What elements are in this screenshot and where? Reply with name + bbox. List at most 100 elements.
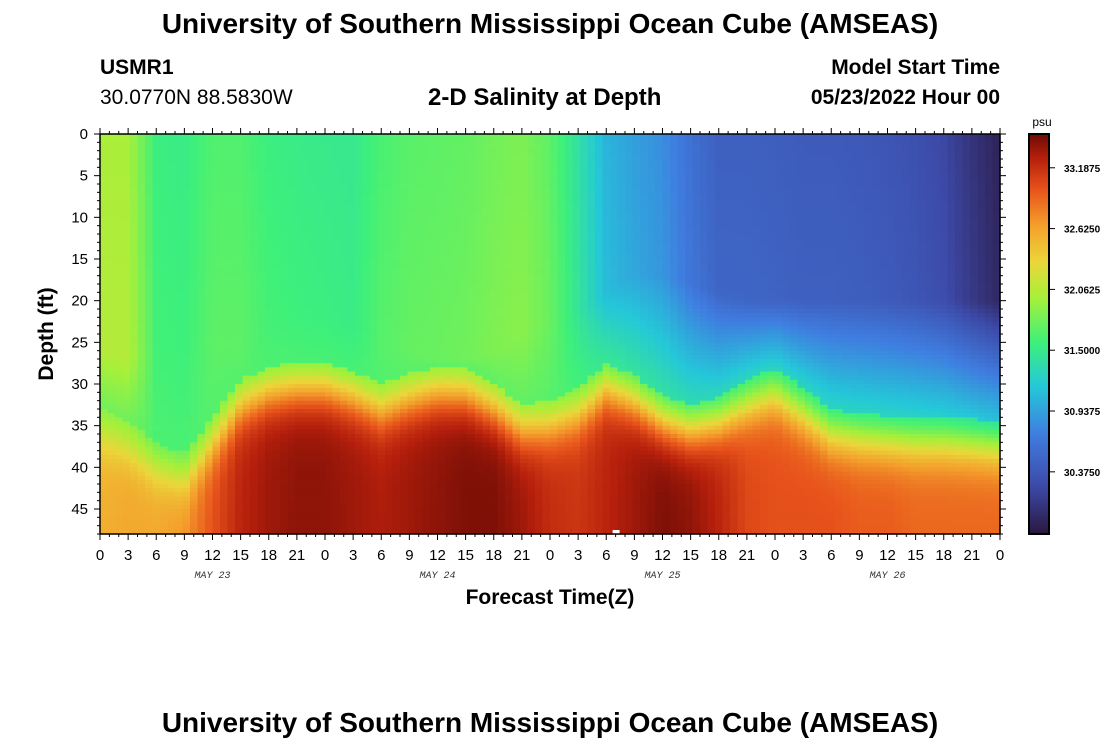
heatmap-cell [377,338,386,343]
heatmap-cell [242,288,251,293]
heatmap-cell [145,296,154,302]
heatmap-cell [317,334,326,339]
heatmap-cell [145,179,154,185]
heatmap-cell [175,217,184,223]
heatmap-cell [220,284,229,289]
heatmap-cell [137,267,146,273]
heatmap-cell [115,492,124,498]
heatmap-cell [137,159,146,164]
heatmap-cell [325,175,334,181]
heatmap-cell [145,309,154,314]
heatmap-cell [107,434,116,439]
heatmap-cell [160,159,169,164]
heatmap-cell [377,242,386,248]
heatmap-cell [122,404,131,410]
heatmap-cell [145,442,154,448]
heatmap-cell [152,188,161,193]
heatmap-cell [362,334,371,339]
heatmap-cell [302,304,311,310]
heatmap-cell [340,225,349,231]
heatmap-cell [287,209,296,214]
heatmap-cell [250,250,259,256]
heatmap-cell [280,471,289,477]
heatmap-cell [407,359,416,364]
heatmap-cell [167,375,176,381]
heatmap-cell [400,300,409,306]
heatmap-cell [107,350,116,356]
heatmap-cell [317,275,326,281]
heatmap-cell [257,300,266,306]
heatmap-cell [235,434,244,439]
heatmap-cell [460,484,469,489]
heatmap-cell [227,484,236,489]
heatmap-cell [460,259,469,264]
heatmap-cell [407,200,416,206]
heatmap-cell [182,525,191,531]
heatmap-cell [287,350,296,356]
heatmap-cell [167,509,176,514]
heatmap-cell [422,404,431,410]
heatmap-cell [385,371,394,377]
heatmap-cell [310,442,319,448]
heatmap-cell [175,229,184,235]
heatmap-cell [377,150,386,156]
heatmap-cell [377,438,386,443]
heatmap-cell [325,384,334,389]
heatmap-cell [212,234,221,239]
heatmap-cell [475,454,484,460]
heatmap-cell [167,388,176,393]
heatmap-cell [220,438,229,443]
heatmap-cell [370,384,379,389]
heatmap-cell [235,471,244,477]
heatmap-cell [317,488,326,493]
heatmap-cell [257,304,266,310]
heatmap-cell [265,192,274,198]
heatmap-cell [467,363,476,368]
heatmap-cell [175,521,184,527]
heatmap-cell [175,175,184,181]
heatmap-cell [385,413,394,418]
heatmap-cell [370,392,379,398]
heatmap-cell [310,459,319,464]
heatmap-cell [370,138,379,143]
heatmap-cell [377,521,386,527]
heatmap-cell [235,204,244,210]
heatmap-cell [437,367,446,373]
heatmap-cell [280,400,289,406]
heatmap-cell [137,421,146,427]
heatmap-cell [250,146,259,152]
heatmap-cell [152,338,161,343]
heatmap-cell [475,409,484,414]
heatmap-cell [257,409,266,414]
heatmap-cell [347,271,356,277]
heatmap-cell [400,204,409,210]
heatmap-cell [355,338,364,343]
heatmap-cell [325,171,334,177]
heatmap-cell [355,275,364,281]
heatmap-cell [160,221,169,227]
heatmap-cell [272,304,281,310]
heatmap-cell [227,288,236,293]
heatmap-cell [235,238,244,243]
heatmap-cell [122,271,131,277]
heatmap-cell [265,267,274,273]
heatmap-cell [167,467,176,473]
heatmap-cell [107,359,116,364]
heatmap-cell [242,488,251,493]
heatmap-cell [115,513,124,518]
heatmap-cell [295,392,304,398]
heatmap-cell [205,275,214,281]
heatmap-cell [362,200,371,206]
heatmap-cell [175,492,184,498]
heatmap-cell [160,513,169,518]
heatmap-cell [317,142,326,148]
heatmap-cell [122,288,131,293]
heatmap-cell [130,463,139,468]
heatmap-cell [392,400,401,406]
heatmap-cell [100,246,109,252]
heatmap-cell [280,175,289,181]
heatmap-cell [182,488,191,493]
heatmap-cell [107,425,116,431]
heatmap-cell [197,325,206,331]
heatmap-cell [407,154,416,160]
